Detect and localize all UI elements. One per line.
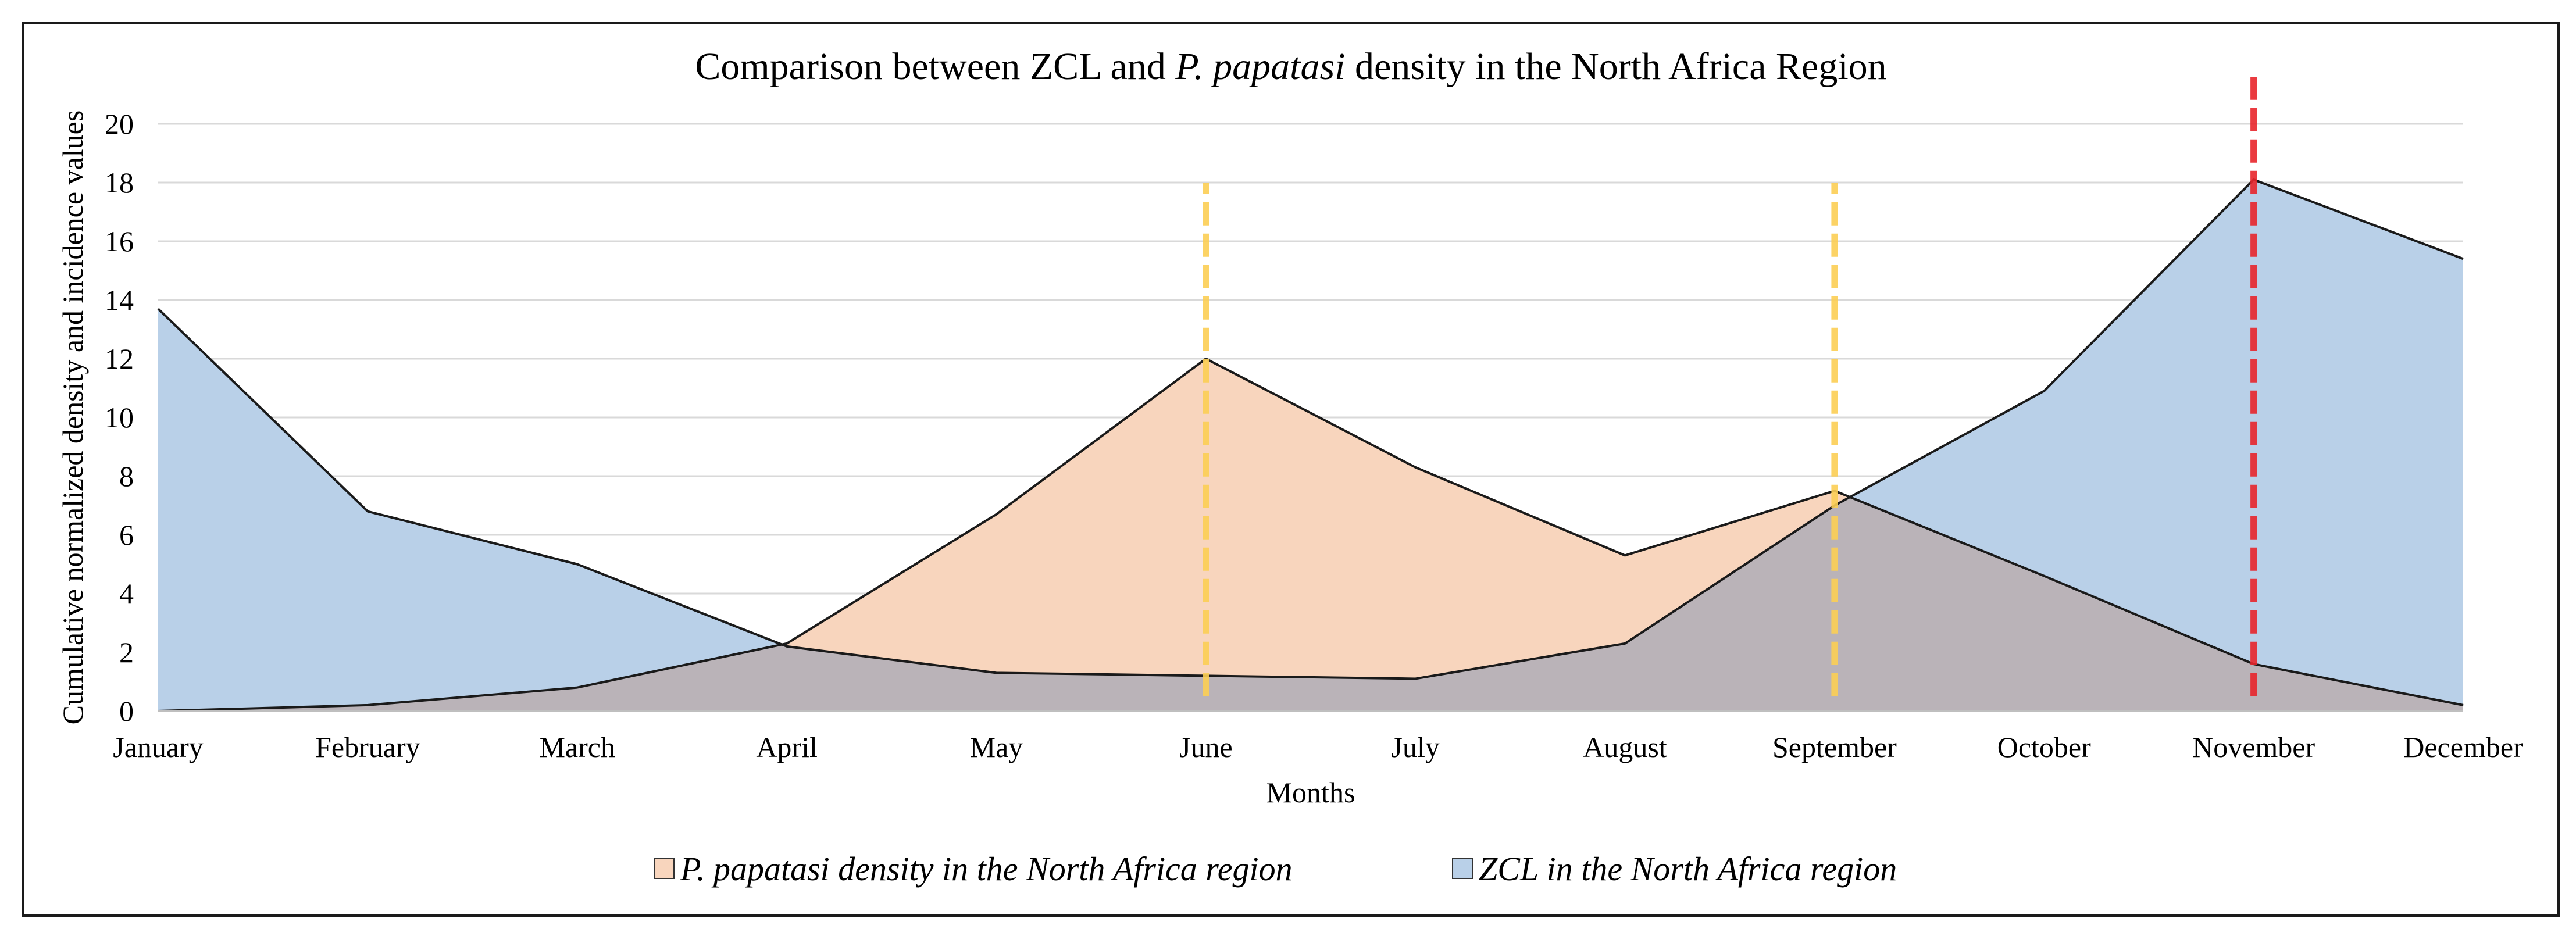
x-tick-label-january: January: [113, 731, 204, 763]
legend-label-papatasi: P. papatasi density in the North Africa …: [680, 850, 1293, 888]
y-tick-label-6: 6: [119, 519, 134, 551]
x-tick-label-april: April: [756, 731, 818, 763]
y-tick-label-18: 18: [105, 166, 134, 199]
x-axis-ticks: January February March April May June July Augu…: [113, 731, 2523, 763]
chart-title-suffix: density in the North Africa Region: [1346, 45, 1887, 88]
x-tick-label-july: July: [1392, 731, 1440, 763]
y-tick-label-0: 0: [119, 695, 134, 727]
point-zcl-july: [1415, 678, 1416, 679]
y-tick-label-4: 4: [119, 577, 134, 610]
y-tick-label-2: 2: [119, 636, 134, 669]
y-tick-label-10: 10: [105, 401, 134, 434]
legend-item-zcl: ZCL in the North Africa region: [1452, 850, 1897, 888]
legend-item-papatasi: P. papatasi density in the North Africa …: [654, 850, 1293, 888]
x-axis-title: Months: [1266, 776, 1355, 809]
x-tick-label-august: August: [1583, 731, 1667, 763]
x-tick-label-june: June: [1179, 731, 1233, 763]
x-tick-label-november: November: [2192, 731, 2315, 763]
chart-title-species: P. papatasi: [1175, 45, 1345, 88]
y-axis-ticks: 0 2 4 6 8 10 12 14 16 18 20: [105, 108, 134, 727]
legend: P. papatasi density in the North Africa …: [654, 850, 1897, 888]
y-tick-label-14: 14: [105, 284, 134, 316]
legend-swatch-papatasi: [654, 858, 675, 879]
overlap-area: [158, 497, 2463, 711]
x-tick-label-may: May: [970, 731, 1023, 763]
x-tick-label-february: February: [315, 731, 420, 763]
chart-title: Comparison between ZCL and P. papatasi d…: [695, 45, 1886, 88]
x-tick-label-december: December: [2403, 731, 2523, 763]
y-tick-label-8: 8: [119, 460, 134, 492]
y-axis-title: Cumulative normalized density and incide…: [56, 110, 89, 725]
chart-title-prefix: Comparison between ZCL and: [695, 45, 1175, 88]
legend-label-zcl: ZCL in the North Africa region: [1479, 850, 1897, 888]
point-papatasi-may: [996, 514, 997, 515]
x-tick-label-october: October: [1997, 731, 2091, 763]
y-tick-label-20: 20: [105, 108, 134, 140]
x-tick-label-september: September: [1772, 731, 1897, 763]
reference-lines: [1203, 77, 2257, 696]
series-line-zcl: [157, 178, 2464, 680]
y-tick-label-12: 12: [105, 342, 134, 375]
series-line-papatasi: [158, 358, 2464, 712]
legend-swatch-zcl: [1452, 858, 1473, 879]
overlap-region: [158, 497, 2463, 711]
y-tick-label-16: 16: [105, 225, 134, 258]
x-tick-label-march: March: [539, 731, 615, 763]
